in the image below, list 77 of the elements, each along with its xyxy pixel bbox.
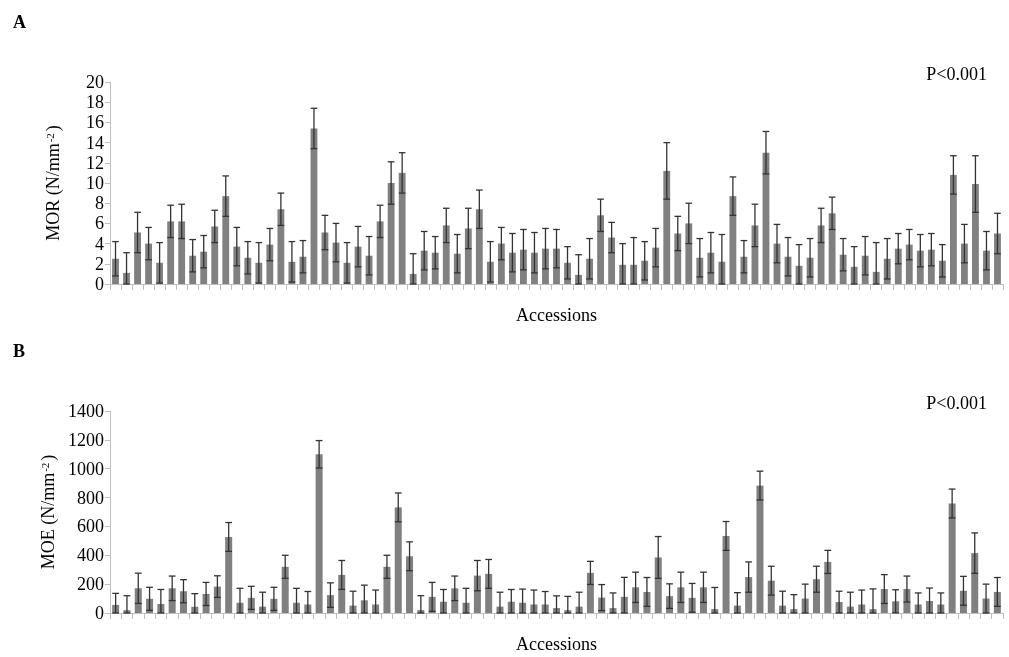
bar xyxy=(387,183,395,284)
bar xyxy=(905,244,913,284)
bar xyxy=(824,561,832,613)
chart-title: A xyxy=(13,12,26,32)
bar xyxy=(745,576,753,613)
bar xyxy=(961,243,968,284)
y-tick-label: 6 xyxy=(95,213,104,234)
y-tick-label: 600 xyxy=(77,515,104,536)
bar xyxy=(654,556,662,613)
y-tick-label: 10 xyxy=(86,173,104,193)
y-tick-label: 1000 xyxy=(68,458,104,479)
bar xyxy=(475,209,483,284)
y-tick-label: 200 xyxy=(77,573,104,594)
bar xyxy=(948,502,956,613)
y-tick-label: 1200 xyxy=(68,429,104,450)
y-tick-label: 4 xyxy=(95,233,104,254)
bar xyxy=(927,249,935,284)
bar xyxy=(894,248,902,284)
bar xyxy=(281,566,289,613)
y-tick-label: 400 xyxy=(77,544,104,565)
bar xyxy=(729,196,737,284)
x-axis-title: Accessions xyxy=(516,305,597,325)
bar xyxy=(315,453,323,613)
y-tick-label: 18 xyxy=(86,92,104,113)
bar xyxy=(178,221,186,284)
bar xyxy=(277,209,285,284)
bar xyxy=(168,587,176,613)
bar xyxy=(597,215,605,284)
y-tick-label: 1400 xyxy=(68,400,104,421)
annotation: P<0.001 xyxy=(926,392,988,413)
bar xyxy=(145,243,152,284)
bar xyxy=(828,213,836,284)
bar xyxy=(200,251,208,284)
y-tick-label: 12 xyxy=(86,152,104,173)
bar xyxy=(722,535,730,613)
bar xyxy=(663,170,671,284)
bar xyxy=(916,250,924,284)
y-tick-label: 14 xyxy=(86,132,104,153)
bar xyxy=(406,555,414,613)
y-tick-label: 800 xyxy=(77,487,104,508)
bar xyxy=(134,232,141,284)
bar xyxy=(674,233,682,284)
y-axis-title: MOR (N/mm-2) xyxy=(43,125,64,241)
bar xyxy=(398,172,406,284)
bar xyxy=(756,485,764,613)
y-tick-label: 8 xyxy=(95,193,104,214)
bar xyxy=(383,566,391,613)
bar xyxy=(225,536,233,613)
y-axis-title: MOE (N/mm-2) xyxy=(38,454,60,569)
bar xyxy=(608,237,616,284)
annotation: P<0.001 xyxy=(926,64,988,84)
bar xyxy=(451,587,459,613)
y-tick-label: 16 xyxy=(86,112,104,133)
y-tick-label: 2 xyxy=(95,253,104,274)
bar xyxy=(586,572,594,613)
bar xyxy=(394,506,402,613)
bar xyxy=(972,184,979,284)
bar xyxy=(233,246,241,284)
bar xyxy=(464,228,472,284)
bar xyxy=(211,226,219,284)
y-tick-label: 0 xyxy=(95,274,104,294)
y-tick-label: 20 xyxy=(86,72,104,92)
x-axis-title: Accessions xyxy=(516,633,597,654)
y-tick-label: 0 xyxy=(95,602,104,623)
bar xyxy=(949,174,957,284)
bar xyxy=(167,221,175,284)
bar xyxy=(971,552,979,613)
bar xyxy=(497,243,505,284)
bar xyxy=(685,223,693,284)
bar xyxy=(222,196,230,284)
bar xyxy=(485,573,493,613)
bar xyxy=(994,233,1001,284)
bar xyxy=(376,221,384,284)
chart-title: B xyxy=(13,340,26,361)
bar xyxy=(442,225,450,284)
bar xyxy=(338,574,346,613)
bar xyxy=(473,575,481,613)
